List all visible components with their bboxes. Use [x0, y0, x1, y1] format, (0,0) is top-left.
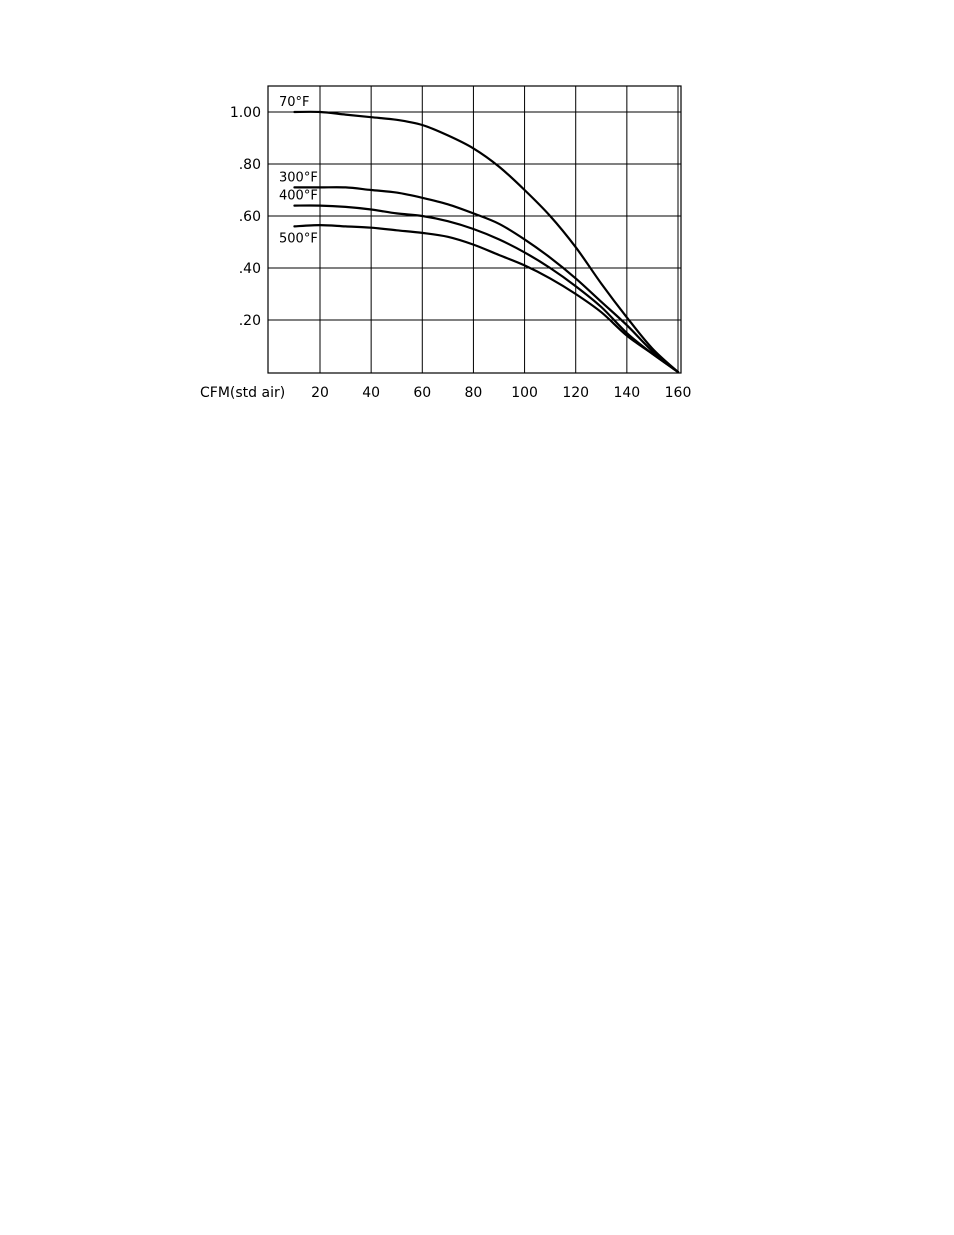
- series-line-1: [293, 186, 680, 374]
- series-line-2: [293, 204, 680, 374]
- series-lines: [293, 110, 680, 374]
- x-tick-label: 100: [511, 385, 538, 401]
- y-tick-label: .80: [239, 157, 261, 173]
- plot-frame: [267, 85, 682, 374]
- x-axis-label: CFM(std air): [200, 385, 285, 401]
- series-line-0: [293, 110, 680, 374]
- x-tick-label: 120: [562, 385, 589, 401]
- x-tick-label: 160: [665, 385, 692, 401]
- series-label: 300°F: [279, 170, 318, 185]
- y-tick-label: .20: [239, 313, 261, 329]
- series-label: 70°F: [279, 95, 310, 110]
- series-line-3: [293, 224, 680, 374]
- x-tick-label: 40: [362, 385, 380, 401]
- x-tick-label: 140: [613, 385, 640, 401]
- y-tick-label: 1.00: [230, 105, 261, 121]
- grid: [268, 86, 681, 373]
- x-tick-label: 80: [465, 385, 483, 401]
- x-tick-label: 20: [311, 385, 329, 401]
- y-tick-label: .60: [239, 209, 261, 225]
- series-label: 500°F: [279, 231, 318, 246]
- series-label: 400°F: [279, 189, 318, 204]
- x-tick-label: 60: [413, 385, 431, 401]
- labels: 20 40 60 80 100 120 140 160 .20 .40 .60 .80 1.00 70°F…: [230, 95, 692, 401]
- y-tick-label: .40: [239, 261, 261, 277]
